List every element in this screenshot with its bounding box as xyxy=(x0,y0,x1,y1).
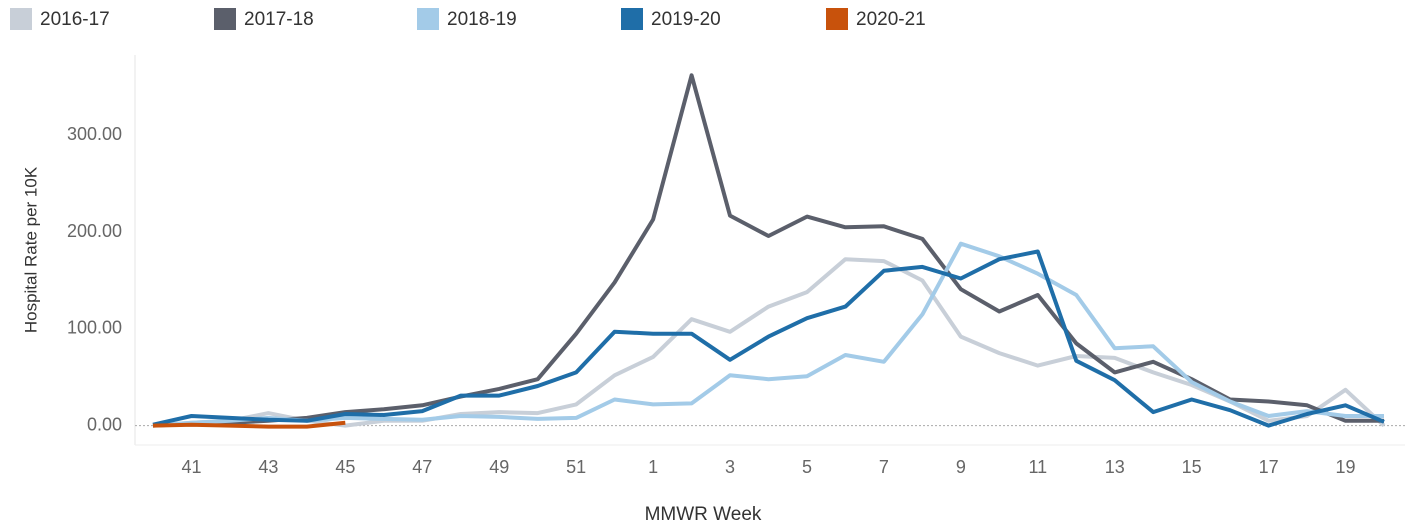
legend-swatch xyxy=(214,8,236,30)
series-line xyxy=(152,420,346,429)
x-tick-label: 43 xyxy=(258,457,278,477)
legend-label: 2019-20 xyxy=(651,9,721,30)
y-tick-label: 0.00 xyxy=(87,414,122,434)
y-tick-label: 100.00 xyxy=(67,318,122,338)
x-tick-label: 47 xyxy=(412,457,432,477)
x-tick-label: 1 xyxy=(648,457,658,477)
legend-label: 2017-18 xyxy=(244,9,314,30)
x-axis-label: MMWR Week xyxy=(645,504,762,525)
x-tick-label: 41 xyxy=(181,457,201,477)
series-line xyxy=(152,73,1384,428)
x-tick-label: 11 xyxy=(1028,457,1047,477)
x-tick-label: 45 xyxy=(335,457,355,477)
legend-swatch xyxy=(621,8,643,30)
x-tick-label: 19 xyxy=(1336,457,1356,477)
x-tick-label: 7 xyxy=(879,457,889,477)
legend-label: 2018-19 xyxy=(447,9,517,30)
legend-swatch xyxy=(826,8,848,30)
x-tick-label: 3 xyxy=(725,457,735,477)
x-tick-label: 9 xyxy=(956,457,966,477)
x-tick-label: 49 xyxy=(489,457,509,477)
x-tick-label: 51 xyxy=(566,457,586,477)
y-tick-label: 200.00 xyxy=(67,221,122,241)
series-line xyxy=(152,249,1385,428)
y-axis-label: Hospital Rate per 10K xyxy=(21,166,40,333)
x-tick-label: 15 xyxy=(1182,457,1202,477)
y-tick-label: 300.00 xyxy=(67,124,122,144)
legend-label: 2016-17 xyxy=(40,9,110,30)
legend-swatch xyxy=(10,8,32,30)
x-tick-label: 5 xyxy=(802,457,812,477)
x-tick-label: 13 xyxy=(1105,457,1125,477)
x-tick-label: 17 xyxy=(1259,457,1279,477)
legend-label: 2020-21 xyxy=(856,9,926,30)
series-line xyxy=(152,241,1384,428)
legend-swatch xyxy=(417,8,439,30)
series-line xyxy=(152,257,1386,428)
